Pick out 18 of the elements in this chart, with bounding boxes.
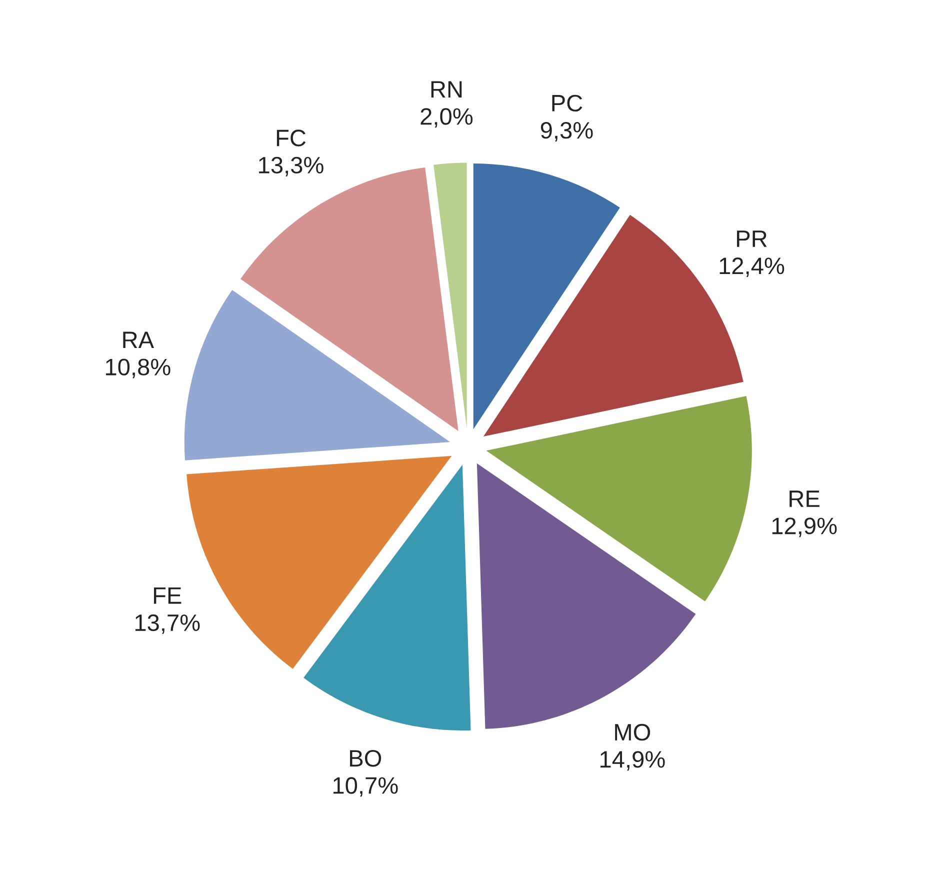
slice-label: MO	[615, 724, 650, 741]
data-label: 12,9%	[772, 518, 837, 538]
data-label: 12,4%	[720, 258, 784, 278]
slice-label: RA	[123, 332, 154, 348]
data-label: 13,7%	[135, 614, 200, 634]
data-label: 2,0%	[420, 108, 473, 128]
data-label: 10,8%	[106, 358, 170, 378]
data-label: 9,3%	[540, 122, 593, 142]
slice-label: RE	[790, 490, 820, 507]
data-label: 10,7%	[333, 777, 398, 797]
slice-label: PR	[737, 230, 767, 247]
data-label: 13,3%	[259, 156, 324, 176]
slice-label: RN	[431, 81, 462, 98]
slice-label: BO	[350, 750, 382, 767]
slice-label: PC	[552, 94, 582, 112]
data-label: 14,9%	[600, 751, 665, 771]
slice-label: FE	[154, 587, 182, 604]
slice-label: FC	[276, 130, 306, 146]
